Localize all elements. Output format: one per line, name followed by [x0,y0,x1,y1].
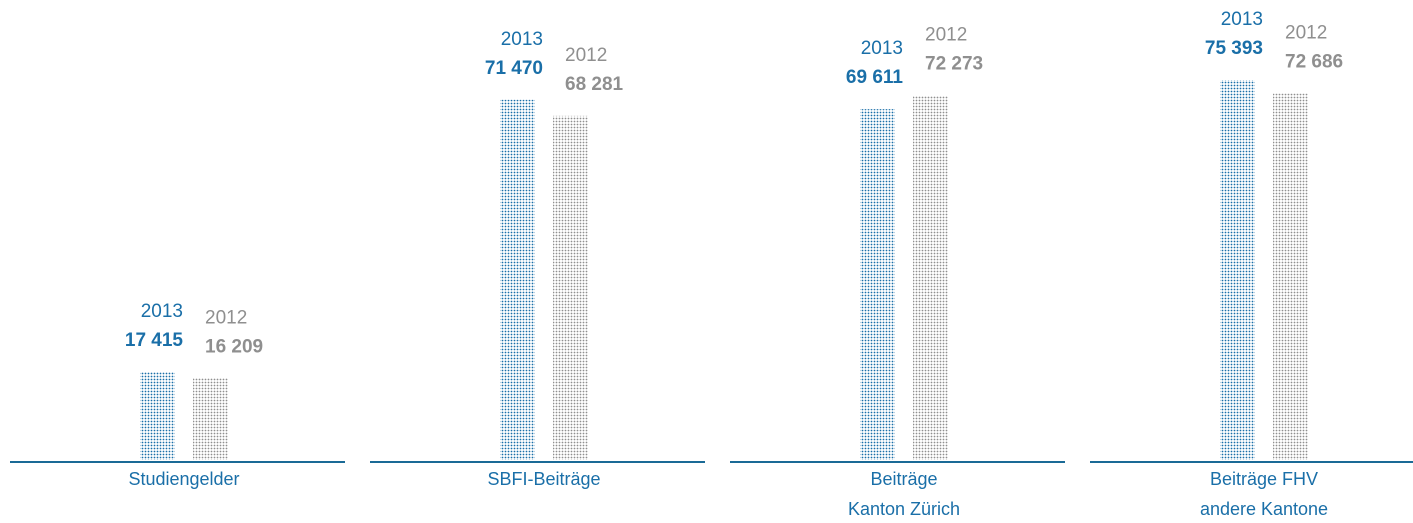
series-label: 2013 [141,301,183,322]
bar [1273,93,1308,460]
value-label: 72 686 [1285,52,1343,73]
series-label: 2013 [861,38,903,59]
category-label: Beiträge FHV andere Kantone [1199,469,1329,519]
series-label: 2012 [1285,23,1327,44]
series-label: 2012 [565,45,607,66]
value-label: 69 611 [846,67,903,88]
bar [140,372,175,460]
value-label: 75 393 [1205,38,1263,59]
value-label: 68 281 [565,74,624,95]
category-label: Studiengelder [128,469,240,489]
bar [1220,80,1255,460]
series-label: 2012 [205,307,247,328]
series-label: 2013 [501,29,543,50]
value-label: 71 470 [485,58,543,79]
bar [193,378,228,460]
bar [500,99,535,461]
bar [553,115,588,460]
bar [913,95,948,461]
series-label: 2012 [925,25,967,46]
category-label: SBFI-Beiträge [487,469,601,489]
bar [860,109,895,460]
series-label: 2013 [1221,9,1263,30]
value-label: 72 273 [925,54,983,75]
category-label: Beiträge Kanton Zürich [847,469,961,519]
value-label: 17 415 [125,330,184,351]
value-label: 16 209 [205,336,263,357]
